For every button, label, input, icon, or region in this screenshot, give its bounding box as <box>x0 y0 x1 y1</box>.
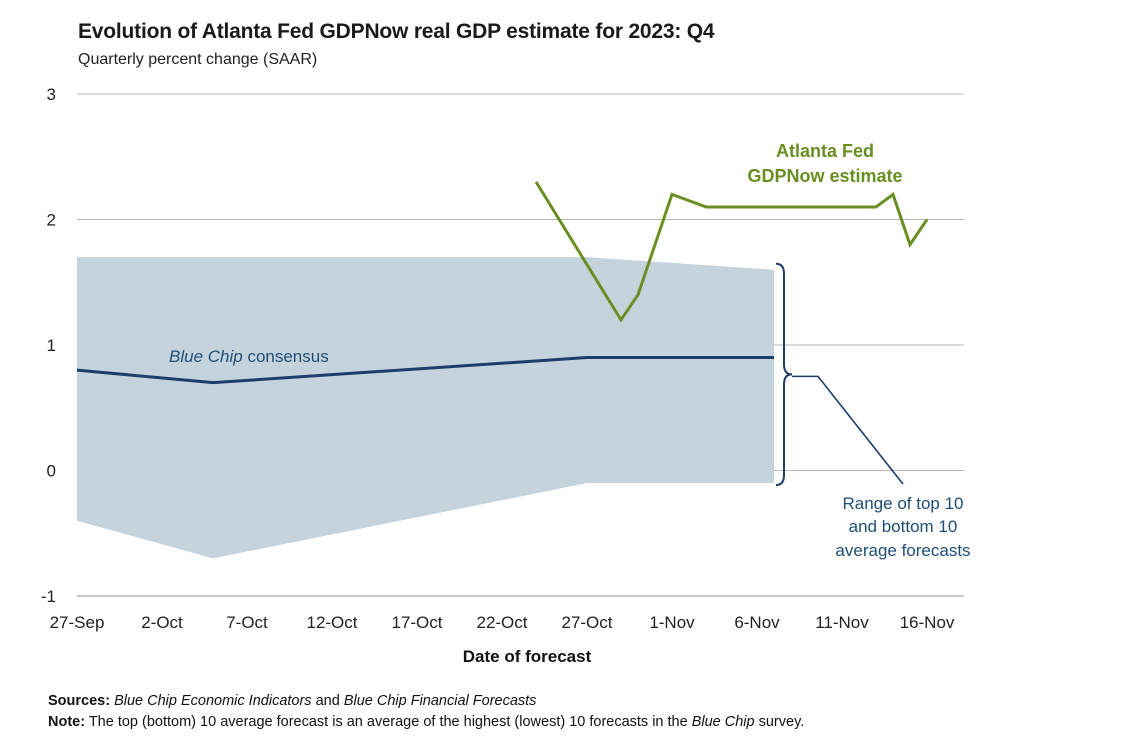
gdpnow-annotation-line2: GDPNow estimate <box>747 166 902 186</box>
consensus-annotation-rest: consensus <box>243 347 329 366</box>
sources-title-1: Blue Chip Economic Indicators <box>114 693 312 709</box>
range-annotation-line1: Range of top 10 <box>843 494 964 513</box>
gdpnow-annotation-line1: Atlanta Fed <box>776 141 874 161</box>
range-leader-line <box>792 375 904 485</box>
x-tick-label: 17-Oct <box>391 613 442 632</box>
consensus-line <box>76 356 774 385</box>
consensus-annotation: Blue Chip consensus <box>169 347 329 366</box>
x-tick-label: 27-Oct <box>561 613 612 632</box>
y-tick-label: -1 <box>41 587 56 606</box>
y-tick-label: 3 <box>47 85 56 104</box>
consensus-annotation-italic: Blue Chip <box>169 347 243 366</box>
sources-and: and <box>311 693 344 709</box>
note-label: Note: <box>48 714 86 730</box>
range-annotation-line3: average forecasts <box>835 541 970 560</box>
range-bracket <box>775 262 793 487</box>
x-tick-label: 6-Nov <box>734 613 780 632</box>
x-axis-label: Date of forecast <box>463 647 592 666</box>
chart-subtitle: Quarterly percent change (SAAR) <box>78 51 318 68</box>
x-tick-label: 22-Oct <box>476 613 527 632</box>
range-annotation-line2: and bottom 10 <box>849 517 958 536</box>
x-tick-labels: 27-Sep 2-Oct 7-Oct 12-Oct 17-Oct 22-Oct 27-Oct… <box>50 613 955 632</box>
note-italic: Blue Chip <box>691 714 755 730</box>
sources-line: Sources: Blue Chip Economic Indicators a… <box>48 691 804 712</box>
y-tick-labels: -1 0 1 2 3 <box>41 85 56 606</box>
x-tick-label: 7-Oct <box>226 613 268 632</box>
y-tick-label: 0 <box>47 462 56 481</box>
x-tick-label: 16-Nov <box>900 613 955 632</box>
x-tick-label: 11-Nov <box>815 613 869 632</box>
sources-title-2: Blue Chip Financial Forecasts <box>343 693 537 709</box>
note-line: Note: The top (bottom) 10 average foreca… <box>48 712 804 733</box>
x-tick-label: 1-Nov <box>649 613 695 632</box>
x-tick-label: 12-Oct <box>306 613 357 632</box>
range-band <box>77 257 774 559</box>
y-tick-label: 1 <box>47 336 56 355</box>
x-tick-label: 27-Sep <box>50 613 105 632</box>
chart-title: Evolution of Atlanta Fed GDPNow real GDP… <box>78 20 715 43</box>
chart-area: -1 0 1 2 3 27-Sep 2-Oct 7-Oct 12-Oct 17-Oct 22-Oc… <box>41 85 971 666</box>
sources-label: Sources: <box>48 693 111 709</box>
gdpnow-line <box>534 181 929 323</box>
y-tick-label: 2 <box>47 211 56 230</box>
note-text: The top (bottom) 10 average forecast is … <box>85 714 692 730</box>
sources-note: Sources: Blue Chip Economic Indicators a… <box>48 691 804 733</box>
note-end: survey. <box>754 714 805 730</box>
x-tick-label: 2-Oct <box>141 613 183 632</box>
